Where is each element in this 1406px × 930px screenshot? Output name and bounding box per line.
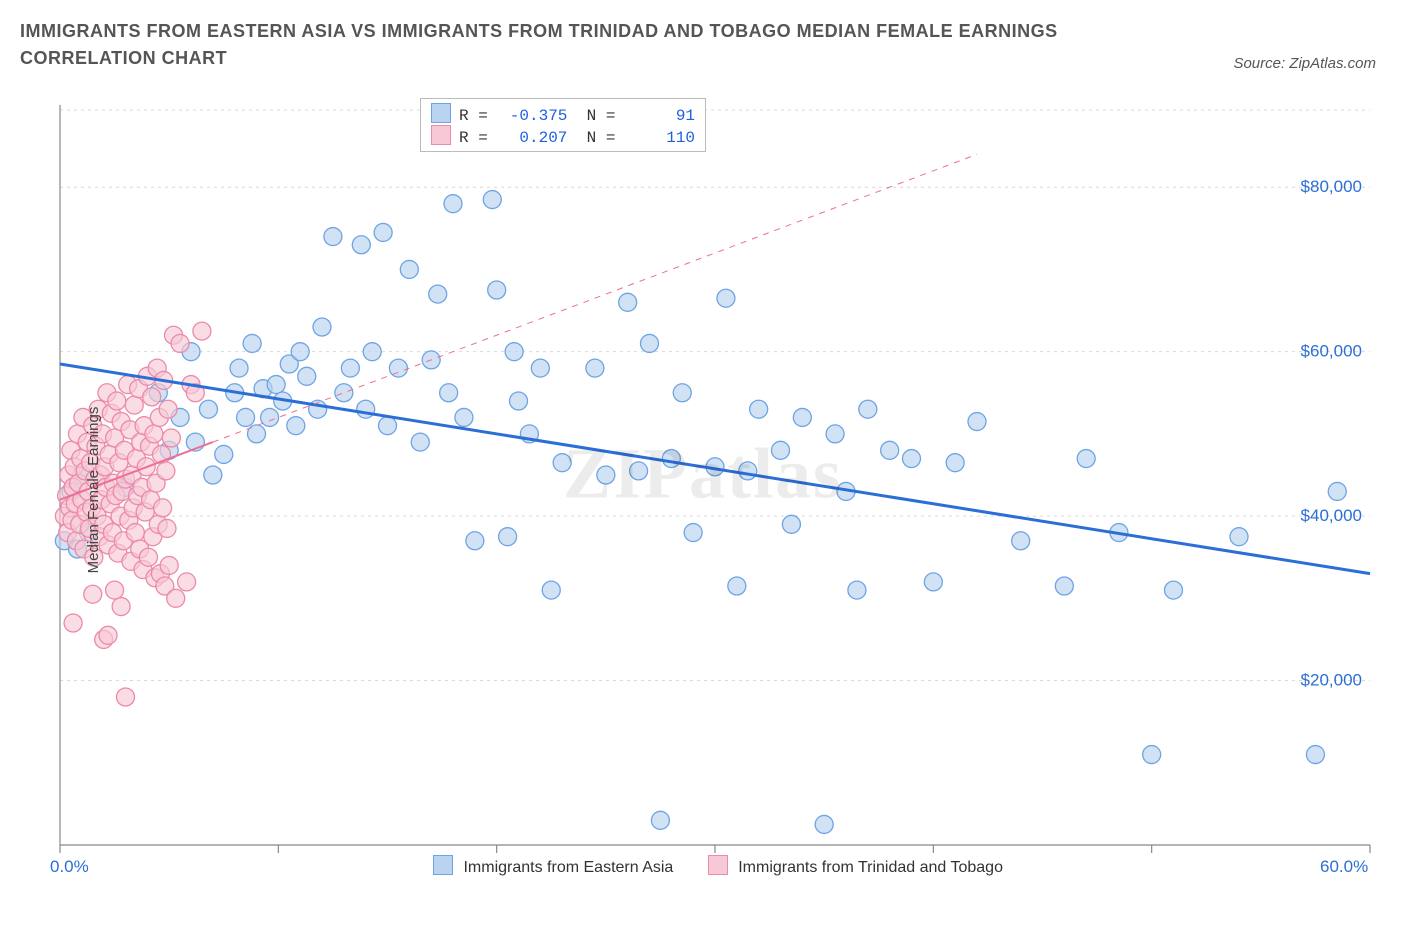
chart-area: Median Female Earnings $20,000 $40,000 $60… — [20, 95, 1386, 885]
legend-bottom: Immigrants from Eastern Asia Immigrants … — [20, 855, 1386, 877]
legend-label-1: Immigrants from Trinidad and Tobago — [738, 859, 1003, 876]
svg-text:$40,000: $40,000 — [1301, 506, 1362, 525]
svg-text:$80,000: $80,000 — [1301, 177, 1362, 196]
y-axis-label: Median Female Earnings — [85, 407, 102, 574]
legend-label-0: Immigrants from Eastern Asia — [463, 859, 673, 876]
svg-text:$20,000: $20,000 — [1301, 671, 1362, 690]
legend-swatch-1 — [708, 855, 728, 875]
legend-swatch-0 — [433, 855, 453, 875]
svg-text:$60,000: $60,000 — [1301, 342, 1362, 361]
chart-title: IMMIGRANTS FROM EASTERN ASIA VS IMMIGRAN… — [0, 0, 1120, 72]
stats-box: R = -0.375 N = 91R = 0.207 N = 110 — [420, 98, 706, 152]
scatter-plot: $20,000 $40,000 $60,000 $80,000 — [20, 95, 1386, 885]
source-text: Source: ZipAtlas.com — [1233, 55, 1376, 72]
